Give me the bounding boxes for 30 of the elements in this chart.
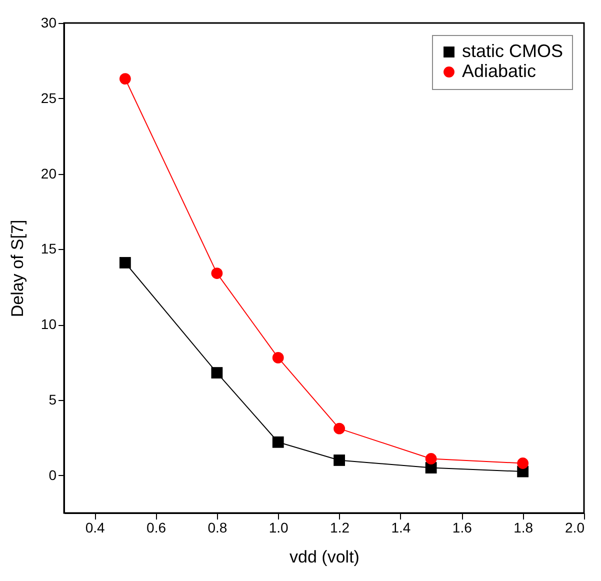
point	[119, 73, 131, 84]
x-tick-label: 1.0	[268, 520, 289, 536]
point	[211, 268, 223, 279]
point	[272, 436, 284, 448]
x-tick-label: 0.6	[146, 520, 166, 536]
point	[334, 422, 345, 434]
y-tick-label: 20	[40, 165, 57, 182]
y-tick-label: 25	[40, 90, 57, 106]
x-tick-label: 1.4	[391, 520, 411, 536]
y-axis-title: Delay of S[7]	[8, 220, 27, 318]
legend-label: Adiabatic	[462, 61, 536, 81]
y-tick-label: 30	[40, 14, 57, 30]
point	[334, 454, 345, 466]
point	[211, 367, 223, 378]
x-tick-label: 2.0	[565, 520, 585, 536]
point	[272, 352, 284, 364]
y-tick-label: 5	[48, 391, 57, 408]
x-axis-title: vdd (volt)	[290, 548, 360, 566]
x-tick-label: 1.6	[452, 520, 472, 536]
y-tick-label: 0	[48, 466, 57, 483]
legend-label: static CMOS	[462, 41, 564, 61]
x-tick-label: 1.8	[514, 520, 534, 536]
x-tick-label: 1.2	[330, 520, 350, 536]
point	[517, 458, 529, 469]
y-tick-label: 15	[40, 240, 57, 257]
x-tick-label: 0.8	[208, 520, 228, 536]
y-tick-label: 10	[40, 316, 57, 332]
x-tick-label: 0.4	[85, 520, 106, 536]
point	[425, 453, 437, 464]
point	[119, 257, 131, 268]
